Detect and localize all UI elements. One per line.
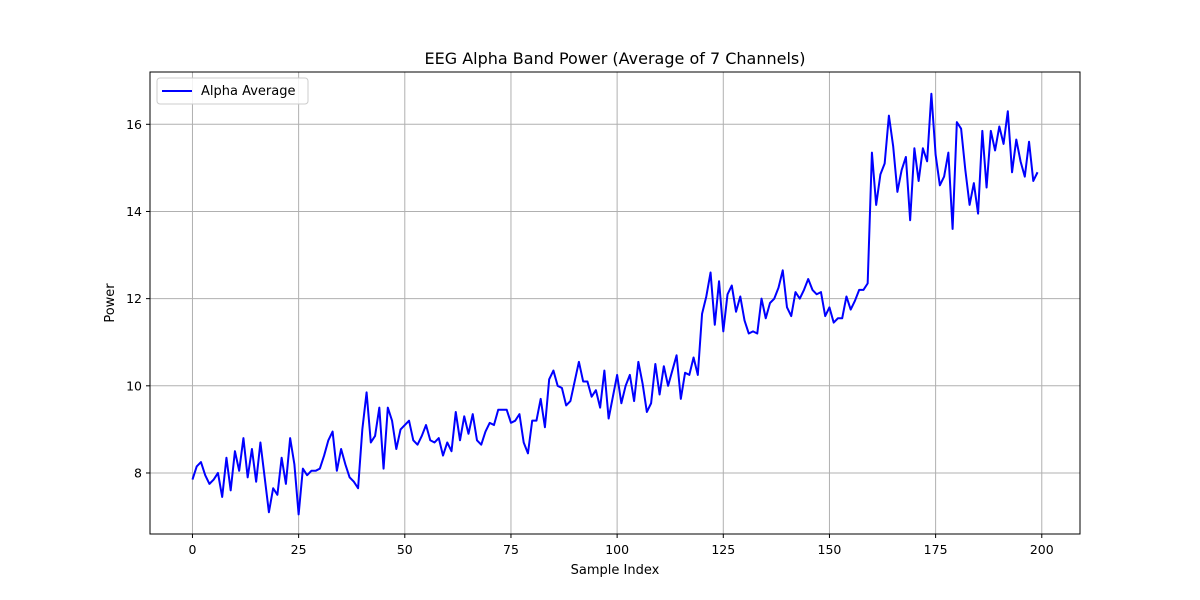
plot-area [191, 92, 1039, 516]
legend-label-alpha-average: Alpha Average [201, 84, 295, 99]
x-axis-label: Sample Index [571, 563, 660, 578]
y-tick-label: 10 [126, 378, 142, 393]
x-tick-label: 125 [711, 542, 735, 557]
x-tick-label: 0 [188, 542, 196, 557]
x-tick-label: 50 [397, 542, 413, 557]
legend-box [156, 77, 309, 105]
x-tick-label: 100 [605, 542, 629, 557]
y-axis-label: Power [103, 283, 118, 323]
series-line-alpha-average [191, 92, 1039, 516]
x-tick-label: 25 [291, 542, 307, 557]
y-tick-label: 16 [126, 117, 142, 132]
plot-frame [149, 71, 1081, 535]
y-tick-label: 12 [126, 291, 142, 306]
y-tick-label: 14 [126, 204, 142, 219]
x-tick-label: 200 [1030, 542, 1054, 557]
y-tick-label: 8 [134, 465, 142, 480]
x-tick-label: 75 [503, 542, 519, 557]
x-tick-label: 150 [818, 542, 842, 557]
legend: Alpha Average [156, 77, 309, 105]
y-axis: 8 10 12 14 16 [126, 117, 150, 480]
x-tick-label: 175 [924, 542, 948, 557]
chart-title: EEG Alpha Band Power (Average of 7 Chann… [425, 49, 806, 68]
x-axis: 0 25 50 75 100 125 150 175 200 [188, 534, 1054, 557]
